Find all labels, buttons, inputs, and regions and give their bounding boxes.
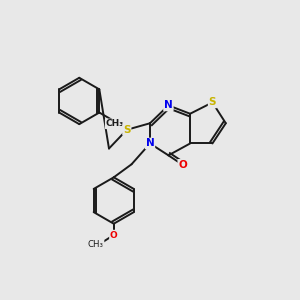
Text: N: N xyxy=(164,100,173,110)
Text: CH₃: CH₃ xyxy=(88,240,104,249)
Text: N: N xyxy=(146,139,154,148)
Text: S: S xyxy=(209,98,216,107)
Text: CH₃: CH₃ xyxy=(106,119,124,128)
Text: S: S xyxy=(123,125,130,135)
Text: O: O xyxy=(110,230,118,239)
Text: O: O xyxy=(178,160,187,170)
